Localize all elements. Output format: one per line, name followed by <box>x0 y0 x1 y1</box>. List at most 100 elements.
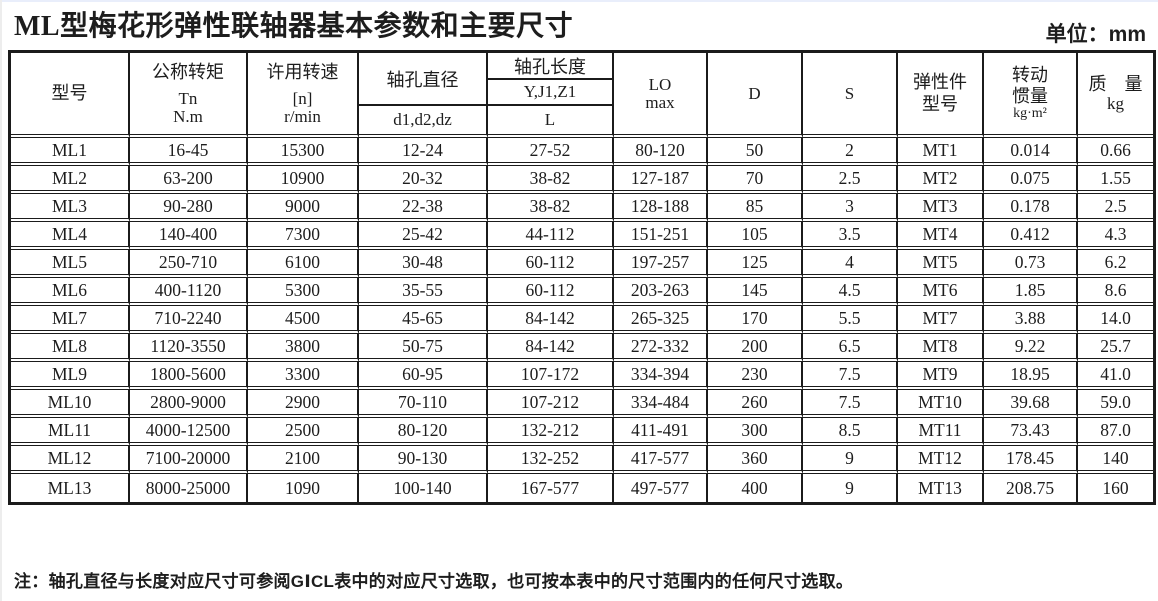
header-text: 许用转速 <box>266 61 339 82</box>
cell-lo-max: 497-577 <box>614 474 708 502</box>
header-text: 轴孔长度 <box>514 56 586 77</box>
col-header-lo-max: LO max <box>614 53 708 138</box>
cell-speed: 2900 <box>248 390 359 418</box>
header-text: 轴孔直径 <box>386 69 459 90</box>
cell-torque: 8000-25000 <box>130 474 248 502</box>
cell-elastic-model: MT4 <box>898 222 984 250</box>
cell-bore-length: 132-212 <box>488 418 614 446</box>
header-symbol: L <box>544 110 556 130</box>
cell-lo-max: 265-325 <box>614 306 708 334</box>
cell-inertia: 178.45 <box>984 446 1078 474</box>
header-sub: max <box>645 92 675 112</box>
cell-lo-max: 151-251 <box>614 222 708 250</box>
cell-bore-diameter: 12-24 <box>359 138 488 166</box>
cell-mass: 1.55 <box>1078 166 1153 194</box>
cell-bore-diameter: 80-120 <box>359 418 488 446</box>
cell-s: 4.5 <box>803 278 898 306</box>
table-row: ML11 4000-12500 2500 80-120 132-212 411-491 30… <box>11 418 1153 446</box>
cell-elastic-model: MT5 <box>898 250 984 278</box>
table-row: ML8 1120-3550 3800 50-75 84-142 272-332 200 6.5… <box>11 334 1153 362</box>
cell-torque: 4000-12500 <box>130 418 248 446</box>
cell-speed: 1090 <box>248 474 359 502</box>
table-row: ML10 2800-9000 2900 70-110 107-212 334-484 260… <box>11 390 1153 418</box>
cell-torque: 16-45 <box>130 138 248 166</box>
cell-s: 3.5 <box>803 222 898 250</box>
cell-mass: 0.66 <box>1078 138 1153 166</box>
table-row: ML9 1800-5600 3300 60-95 107-172 334-394 230 7.… <box>11 362 1153 390</box>
cell-bore-length: 38-82 <box>488 194 614 222</box>
cell-elastic-model: MT1 <box>898 138 984 166</box>
col-header-inertia: 转动 惯量 kg·m² <box>984 53 1078 138</box>
cell-inertia: 73.43 <box>984 418 1078 446</box>
cell-model: ML1 <box>11 138 130 166</box>
header-text: 转动 <box>1012 64 1048 85</box>
cell-elastic-model: MT9 <box>898 362 984 390</box>
cell-d: 125 <box>708 250 803 278</box>
cell-elastic-model: MT11 <box>898 418 984 446</box>
cell-s: 5.5 <box>803 306 898 334</box>
cell-torque: 90-280 <box>130 194 248 222</box>
cell-d: 200 <box>708 334 803 362</box>
cell-lo-max: 334-484 <box>614 390 708 418</box>
cell-d: 145 <box>708 278 803 306</box>
cell-elastic-model: MT13 <box>898 474 984 502</box>
cell-s: 3 <box>803 194 898 222</box>
cell-bore-length: 27-52 <box>488 138 614 166</box>
cell-bore-diameter: 100-140 <box>359 474 488 502</box>
cell-d: 360 <box>708 446 803 474</box>
cell-model: ML7 <box>11 306 130 334</box>
cell-d: 230 <box>708 362 803 390</box>
header-unit: kg <box>1107 94 1124 114</box>
table-body: ML1 16-45 15300 12-24 27-52 80-120 50 2 MT1 0.014… <box>11 138 1153 502</box>
header-unit: N.m <box>173 106 203 126</box>
cell-inertia: 0.014 <box>984 138 1078 166</box>
cell-mass: 25.7 <box>1078 334 1153 362</box>
cell-speed: 6100 <box>248 250 359 278</box>
col-header-model: 型号 <box>11 53 130 138</box>
table-row: ML6 400-1120 5300 35-55 60-112 203-263 145 4.5 M… <box>11 278 1153 306</box>
cell-bore-length: 84-142 <box>488 334 614 362</box>
cell-model: ML5 <box>11 250 130 278</box>
cell-s: 2 <box>803 138 898 166</box>
cell-model: ML11 <box>11 418 130 446</box>
data-table: 型号 公称转矩 Tn N.m 许用转速 [n] r/min 轴孔 <box>8 50 1156 505</box>
header-symbol: d1,d2,dz <box>393 110 452 130</box>
cell-lo-max: 197-257 <box>614 250 708 278</box>
cell-lo-max: 411-491 <box>614 418 708 446</box>
cell-s: 8.5 <box>803 418 898 446</box>
cell-inertia: 1.85 <box>984 278 1078 306</box>
cell-torque: 710-2240 <box>130 306 248 334</box>
cell-d: 260 <box>708 390 803 418</box>
col-header-bore-length: 轴孔长度 Y,J1,Z1 L <box>488 53 614 138</box>
cell-bore-length: 107-212 <box>488 390 614 418</box>
page-left-edge <box>0 0 2 601</box>
cell-bore-length: 167-577 <box>488 474 614 502</box>
cell-mass: 160 <box>1102 477 1129 498</box>
col-header-d: D <box>708 53 803 138</box>
cell-torque: 400-1120 <box>130 278 248 306</box>
table-row: ML4 140-400 7300 25-42 44-112 151-251 105 3.5 MT… <box>11 222 1153 250</box>
header-symbol: D <box>748 83 761 103</box>
cell-mass: 6.2 <box>1078 250 1153 278</box>
cell-s: 2.5 <box>803 166 898 194</box>
cell-elastic-model: MT12 <box>898 446 984 474</box>
cell-inertia: 0.178 <box>984 194 1078 222</box>
cell-mass: 14.0 <box>1078 306 1153 334</box>
cell-lo-max: 334-394 <box>614 362 708 390</box>
cell-speed: 2100 <box>248 446 359 474</box>
cell-model: ML3 <box>11 194 130 222</box>
cell-speed: 9000 <box>248 194 359 222</box>
cell-lo-max: 272-332 <box>614 334 708 362</box>
header-text: 质 量 <box>1088 73 1143 94</box>
cell-bore-diameter: 90-130 <box>359 446 488 474</box>
cell-speed: 4500 <box>248 306 359 334</box>
cell-torque: 1120-3550 <box>130 334 248 362</box>
cell-bore-length: 38-82 <box>488 166 614 194</box>
cell-lo-max: 203-263 <box>614 278 708 306</box>
cell-elastic-model: MT3 <box>898 194 984 222</box>
cell-bore-length: 84-142 <box>488 306 614 334</box>
header-symbol: Tn <box>178 88 198 108</box>
footnote: 注：轴孔直径与长度对应尺寸可参阅GⅠCL表中的对应尺寸选取，也可按本表中的尺寸范… <box>14 572 854 591</box>
cell-inertia: 3.88 <box>984 306 1078 334</box>
cell-model: ML12 <box>11 446 130 474</box>
